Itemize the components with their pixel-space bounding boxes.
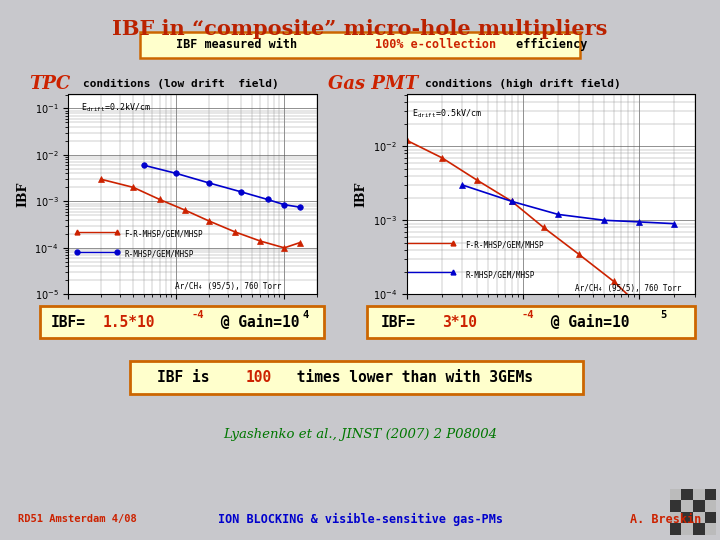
Text: @ Gain=10: @ Gain=10 bbox=[212, 315, 300, 330]
Text: IBF=: IBF= bbox=[380, 315, 415, 330]
Bar bbox=[670, 500, 681, 512]
Text: 4: 4 bbox=[302, 310, 309, 320]
Text: $\mathregular{E_{drift}}$=0.2kV/cm: $\mathregular{E_{drift}}$=0.2kV/cm bbox=[81, 102, 150, 114]
Text: efficiency: efficiency bbox=[509, 38, 588, 51]
X-axis label: Total gain: Total gain bbox=[158, 323, 228, 336]
Text: -4: -4 bbox=[192, 310, 204, 320]
Text: R-MHSP/GEM/MHSP: R-MHSP/GEM/MHSP bbox=[466, 271, 535, 280]
Bar bbox=[705, 523, 716, 535]
Text: Lyashenko et al., JINST (2007) 2 P08004: Lyashenko et al., JINST (2007) 2 P08004 bbox=[223, 428, 497, 441]
Text: ION BLOCKING & visible-sensitive gas-PMs: ION BLOCKING & visible-sensitive gas-PMs bbox=[217, 513, 503, 526]
Text: F-R-MHSP/GEM/MHSP: F-R-MHSP/GEM/MHSP bbox=[466, 240, 544, 249]
Text: IBF measured with: IBF measured with bbox=[176, 38, 304, 51]
Bar bbox=[693, 523, 705, 535]
Bar bbox=[693, 500, 705, 512]
Text: A. Breskin: A. Breskin bbox=[630, 513, 701, 526]
Text: R-MHSP/GEM/MHSP: R-MHSP/GEM/MHSP bbox=[125, 249, 194, 258]
Text: Gas PMT: Gas PMT bbox=[328, 75, 418, 93]
Y-axis label: IBF: IBF bbox=[354, 182, 367, 207]
Bar bbox=[693, 489, 705, 500]
Text: 100% e-collection: 100% e-collection bbox=[375, 38, 497, 51]
FancyBboxPatch shape bbox=[130, 361, 583, 394]
Text: conditions (low drift  field): conditions (low drift field) bbox=[83, 79, 279, 89]
Bar bbox=[670, 489, 681, 500]
Text: conditions (high drift field): conditions (high drift field) bbox=[425, 79, 621, 89]
Text: times lower than with 3GEMs: times lower than with 3GEMs bbox=[288, 370, 534, 385]
Text: IBF=: IBF= bbox=[51, 315, 86, 330]
Bar bbox=[670, 512, 681, 523]
Bar bbox=[705, 500, 716, 512]
Text: TPC: TPC bbox=[29, 75, 70, 93]
Text: Ar/CH₄ (95/5), 760 Torr: Ar/CH₄ (95/5), 760 Torr bbox=[575, 284, 681, 293]
Bar bbox=[670, 523, 681, 535]
Text: RD51 Amsterdam 4/08: RD51 Amsterdam 4/08 bbox=[18, 515, 137, 524]
Text: 100: 100 bbox=[246, 370, 271, 385]
Text: $\mathregular{E_{drift}}$=0.5kV/cm: $\mathregular{E_{drift}}$=0.5kV/cm bbox=[412, 108, 482, 120]
Bar bbox=[681, 512, 693, 523]
Y-axis label: IBF: IBF bbox=[16, 182, 29, 207]
Text: 1.5*10: 1.5*10 bbox=[102, 315, 155, 330]
Text: 5: 5 bbox=[660, 310, 667, 320]
Text: Ar/CH₄ (95/5), 760 Torr: Ar/CH₄ (95/5), 760 Torr bbox=[175, 282, 281, 291]
Text: 3*10: 3*10 bbox=[443, 315, 477, 330]
Bar bbox=[705, 489, 716, 500]
Text: IBF is: IBF is bbox=[157, 370, 218, 385]
Text: F-R-MHSP/GEM/MHSP: F-R-MHSP/GEM/MHSP bbox=[125, 230, 203, 238]
Text: -4: -4 bbox=[521, 310, 534, 320]
Bar bbox=[681, 500, 693, 512]
Bar bbox=[681, 523, 693, 535]
Bar bbox=[705, 512, 716, 523]
X-axis label: Total gain: Total gain bbox=[516, 323, 586, 336]
FancyBboxPatch shape bbox=[140, 32, 580, 58]
Bar bbox=[693, 512, 705, 523]
FancyBboxPatch shape bbox=[40, 306, 324, 338]
Text: @ Gain=10: @ Gain=10 bbox=[542, 315, 630, 330]
Text: IBF in “composite” micro-hole multipliers: IBF in “composite” micro-hole multiplier… bbox=[112, 19, 608, 39]
Bar bbox=[681, 489, 693, 500]
FancyBboxPatch shape bbox=[367, 306, 695, 338]
